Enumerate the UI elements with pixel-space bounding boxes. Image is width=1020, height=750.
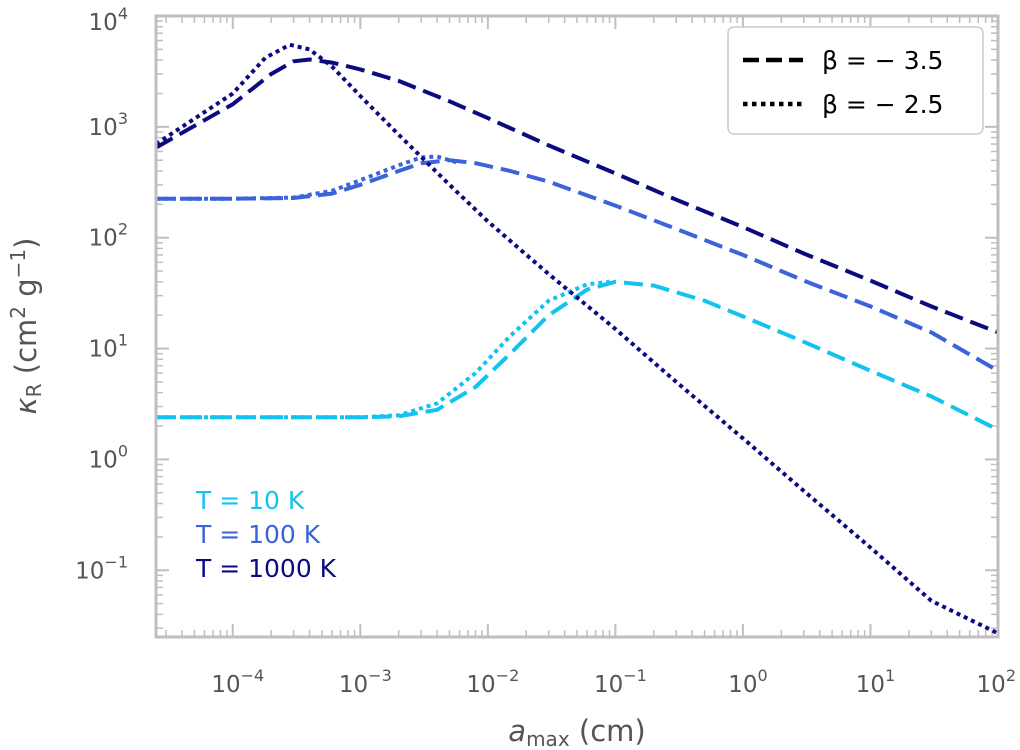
series-line-5: [154, 42, 999, 636]
y-tick-label: 10−1: [75, 552, 128, 584]
series-line-2: [156, 158, 999, 373]
annotation-t10: T = 10 K: [195, 486, 305, 515]
legend: β = − 3.5 β = − 2.5: [727, 26, 984, 135]
x-tick-label: 10−1: [594, 666, 647, 698]
x-tick-labels: 10−4 10−3 10−2 10−1 100 101 102: [211, 666, 1016, 698]
y-tick-label: 100: [89, 441, 128, 473]
x-tick-label: 102: [977, 666, 1016, 698]
y-tick-label: 101: [89, 331, 128, 363]
annotation-t100: T = 100 K: [195, 520, 321, 549]
x-tick-label: 10−4: [211, 666, 264, 698]
y-axis-title: κR (cm2 g−1): [6, 238, 46, 415]
x-axis-title: amax (cm): [508, 714, 645, 750]
series-line-1: [156, 279, 610, 420]
series-line-0: [156, 279, 999, 432]
series-line-3: [156, 154, 461, 201]
plot-frame: [154, 14, 1000, 639]
x-tick-label: 100: [728, 666, 767, 698]
x-tick-label: 10−3: [339, 666, 392, 698]
legend-label-dotted: β = − 2.5: [822, 90, 943, 119]
annotation-t1000: T = 1000 K: [195, 554, 337, 583]
x-tick-label: 10−2: [466, 666, 519, 698]
y-tick-label: 103: [89, 109, 128, 141]
temperature-annotations: T = 10 K T = 100 K T = 1000 K: [195, 486, 337, 583]
x-tick-label: 101: [856, 666, 895, 698]
y-tick-label: 102: [89, 220, 128, 252]
legend-label-dashed: β = − 3.5: [822, 46, 943, 75]
y-tick-labels: 10−1 100 101 102 103 104: [75, 4, 128, 584]
series-layer: [154, 42, 999, 636]
legend-box: [727, 26, 984, 135]
y-tick-label: 104: [89, 4, 128, 36]
